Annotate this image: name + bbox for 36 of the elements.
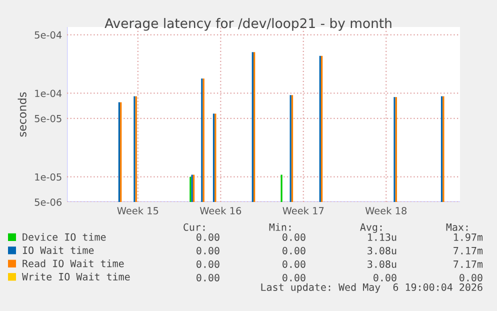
text: Max: [446,223,468,231]
text: Avg: [360,223,382,233]
text: 3.08u [368,246,396,254]
text: 0.00 [282,233,306,241]
y-tick-label: 5e-04 [34,31,62,39]
legend-label: Write IO Wait time [22,272,130,280]
text: 7.17m [454,260,483,268]
text: 0.00 [282,274,306,282]
x-tick-label: Week 15 [117,206,158,214]
text: 0.00 [196,233,220,241]
text: Cur: [184,223,205,231]
text: 3.08u [368,260,396,268]
legend-label: IO Wait time [22,246,94,254]
x-tick-label: Week 18 [365,206,407,214]
y-axis-title: seconds [18,92,26,137]
text: 0.00 [196,274,220,282]
text: Min: [269,223,291,231]
text: 0.00 [196,246,220,254]
y-tick-label: 1e-05 [35,173,62,181]
text: 0.00 [282,246,306,254]
text: Last update: Wed May 6 19:00:04 2026 [261,283,482,293]
y-tick-label: 5e-05 [34,114,62,122]
text: 0.00 [374,274,396,282]
x-tick-label: Week 16 [200,206,242,214]
chart-title: Average latency for /dev/loop21 - by month [104,18,392,31]
text: 1.13u [368,233,396,241]
legend-label: Read IO Wait time [22,260,124,268]
text: 0.00 [196,260,220,268]
x-tick-label: Week 17 [282,206,324,214]
text: 7.17m [454,246,483,254]
y-tick-label: 1e-04 [35,90,62,98]
text: 0.00 [460,274,482,282]
text: 0.00 [282,260,306,268]
legend-label: Device IO time [22,233,106,241]
text: 1.97m [454,233,483,241]
y-tick-label: 5e-06 [34,198,62,206]
